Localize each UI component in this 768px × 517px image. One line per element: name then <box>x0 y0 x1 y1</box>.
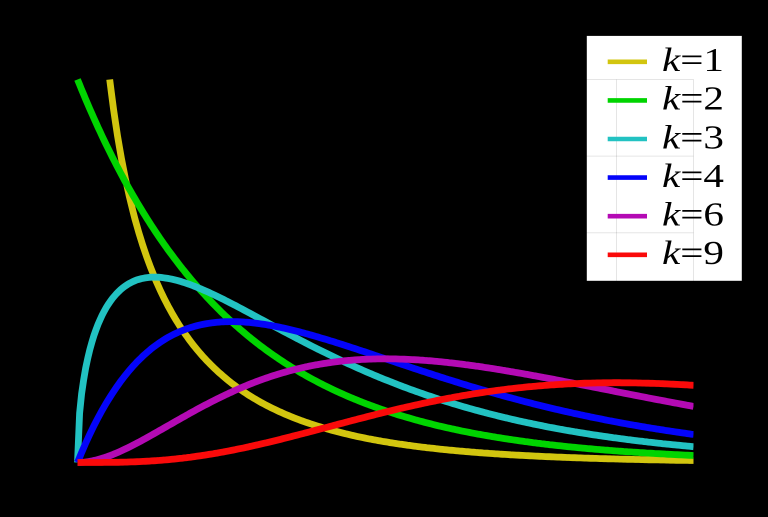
svg-text:k=2: k =2 <box>662 81 724 118</box>
svg-text:k=4: k =4 <box>662 158 724 195</box>
svg-text:k=1: k =1 <box>662 42 724 79</box>
svg-text:k=9: k =9 <box>662 235 724 272</box>
svg-text:k=6: k =6 <box>662 197 724 234</box>
svg-text:k=3: k =3 <box>662 119 724 156</box>
